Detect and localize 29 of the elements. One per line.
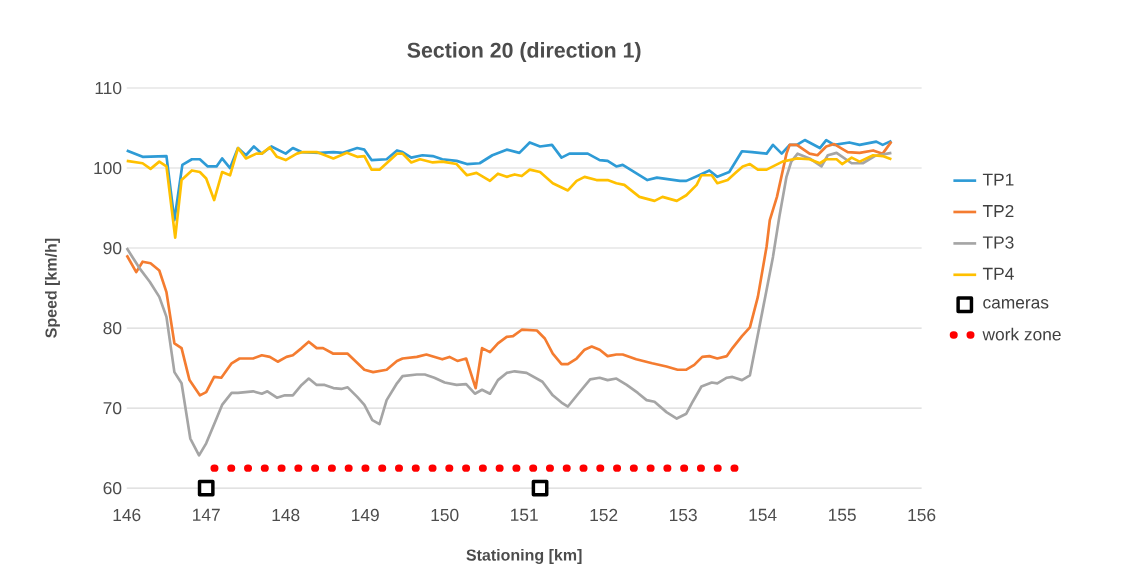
x-axis-title: Stationing [km] — [466, 549, 582, 565]
y-tick-label: 80 — [103, 322, 122, 335]
x-tick-label: 153 — [670, 508, 697, 522]
y-tick-label: 70 — [103, 402, 122, 415]
x-tick-label: 146 — [113, 508, 141, 522]
x-tick-label: 156 — [908, 508, 936, 522]
chart-title: Section 20 (direction 1) — [407, 42, 641, 63]
y-tick-label: 60 — [103, 482, 122, 495]
y-tick-label: 90 — [103, 242, 122, 255]
legend-label: TP3 — [982, 236, 1014, 249]
line-series — [125, 145, 893, 240]
x-tick-label: 149 — [352, 508, 379, 522]
line-series — [125, 151, 893, 457]
legend-label: cameras — [983, 299, 1049, 309]
y-axis-title: Speed [km/h] — [44, 238, 60, 338]
x-tick-label: 152 — [590, 508, 618, 522]
y-tick-label: 100 — [94, 161, 122, 175]
legend-label: TP1 — [982, 173, 1014, 186]
legend-label: work zone — [982, 327, 1061, 341]
y-tick-label: 110 — [95, 81, 122, 95]
x-tick-label: 155 — [828, 508, 856, 522]
legend-label: TP2 — [982, 205, 1014, 218]
x-tick-label: 154 — [749, 508, 777, 522]
x-tick-label: 151 — [511, 508, 538, 522]
legend-label: TP4 — [982, 267, 1014, 280]
x-tick-label: 150 — [431, 508, 459, 522]
x-tick-label: 148 — [272, 508, 300, 522]
x-tick-label: 147 — [193, 508, 220, 521]
line-series — [125, 140, 893, 397]
